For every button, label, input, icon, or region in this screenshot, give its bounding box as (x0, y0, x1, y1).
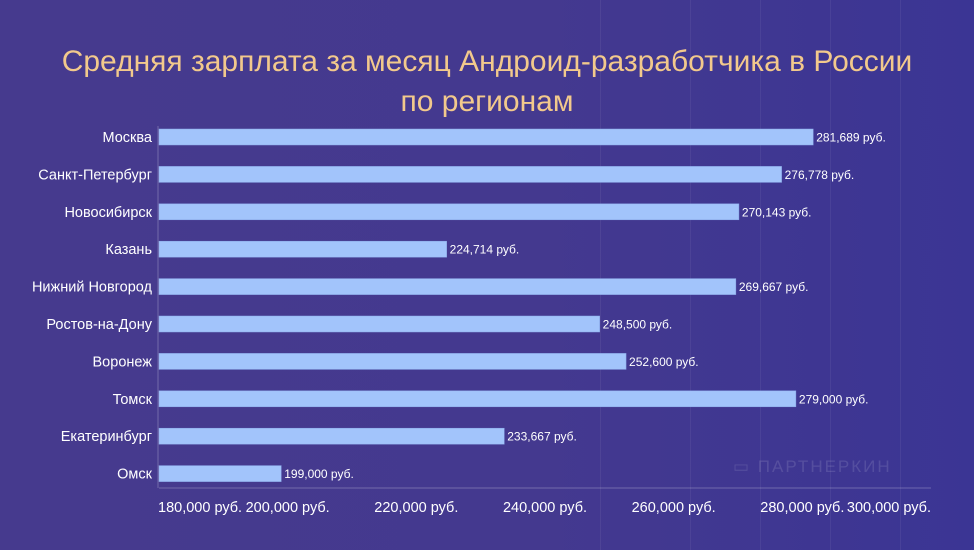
x-tick-label: 200,000 руб. (246, 500, 330, 516)
bar (158, 240, 447, 258)
category-label: Санкт-Петербург (38, 167, 152, 183)
category-label: Екатеринбург (61, 429, 152, 445)
watermark-text: ПАРТНЕРКИН (757, 457, 892, 476)
chart-title: Средняя зарплата за месяц Андроид-разраб… (0, 42, 974, 122)
watermark: ▭ ПАРТНЕРКИН (733, 457, 892, 477)
bar (158, 203, 740, 221)
value-label: 270,143 руб. (742, 205, 812, 219)
bar (158, 315, 600, 333)
title-line-1: Средняя зарплата за месяц Андроид-разраб… (61, 45, 913, 78)
x-tick-label: 180,000 руб. (158, 500, 242, 516)
value-label: 233,667 руб. (507, 430, 577, 444)
value-label: 276,778 руб. (785, 168, 855, 182)
bar (158, 128, 814, 146)
x-tick-label: 240,000 руб. (503, 500, 587, 516)
x-tick-label: 260,000 руб. (632, 500, 716, 516)
value-label: 279,000 руб. (799, 392, 869, 406)
bar (158, 166, 782, 183)
x-tick-label: 220,000 руб. (374, 500, 458, 516)
category-label: Нижний Новгород (32, 280, 153, 296)
category-label: Томск (113, 392, 153, 408)
bar (158, 465, 282, 482)
category-label: Казань (105, 242, 152, 258)
bar (158, 390, 797, 408)
category-label: Ростов-на-Дону (46, 317, 152, 333)
value-label: 281,689 руб. (816, 131, 886, 145)
x-tick-label: 280,000 руб. (760, 500, 844, 516)
watermark-logo-icon: ▭ (733, 457, 758, 476)
bar (158, 278, 737, 295)
value-label: 248,500 руб. (603, 318, 673, 332)
bar (158, 427, 505, 445)
x-tick-label: 300,000 руб. (847, 500, 931, 516)
value-label: 199,000 руб. (284, 467, 354, 481)
value-label: 224,714 руб. (450, 243, 520, 257)
category-label: Москва (102, 130, 152, 146)
value-label: 252,600 руб. (629, 355, 699, 369)
category-label: Новосибирск (64, 205, 152, 221)
bar (158, 353, 627, 370)
value-label: 269,667 руб. (739, 280, 809, 294)
category-label: Омск (117, 467, 152, 483)
category-label: Воронеж (93, 354, 153, 370)
title-line-2: по регионам (400, 85, 574, 118)
